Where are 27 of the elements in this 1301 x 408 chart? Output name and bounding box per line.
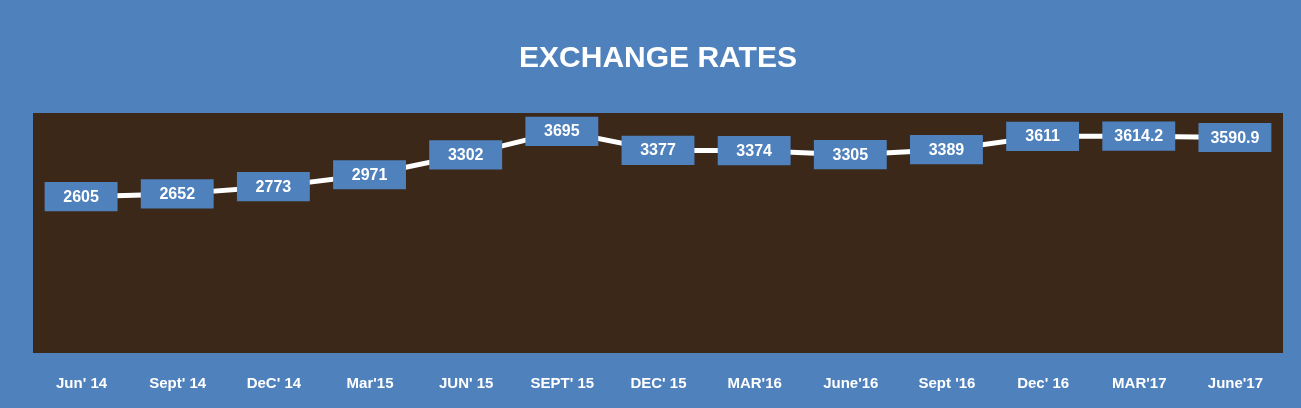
x-tick-label: Jun' 14 <box>56 373 108 391</box>
data-label: 3614.2 <box>1114 127 1164 145</box>
x-tick-label: JUN' 15 <box>438 373 494 391</box>
x-tick-label: Sept '16 <box>918 373 976 391</box>
data-label: 2971 <box>351 165 388 183</box>
x-tick-label: June'16 <box>823 373 879 391</box>
chart-title: EXCHANGE RATES <box>519 40 797 73</box>
x-tick-label: MAR'17 <box>1112 373 1167 391</box>
data-label: 3377 <box>640 141 676 159</box>
data-label: 2605 <box>63 187 99 205</box>
data-label: 3389 <box>928 140 965 158</box>
data-label: 2652 <box>159 184 196 202</box>
data-label: 2773 <box>255 177 292 195</box>
x-tick-label: DEC' 15 <box>630 373 687 391</box>
data-label: 3695 <box>544 122 580 140</box>
data-label: 3305 <box>832 145 869 163</box>
x-tick-label: MAR'16 <box>727 373 782 391</box>
data-label: 3611 <box>1025 127 1061 145</box>
x-tick-label: DeC' 14 <box>246 373 302 391</box>
x-tick-label: June'17 <box>1207 373 1264 391</box>
x-tick-label: Mar'15 <box>346 373 394 391</box>
x-tick-label: Sept' 14 <box>149 373 207 391</box>
data-label: 3590.9 <box>1210 128 1260 146</box>
data-label: 3374 <box>736 141 773 159</box>
x-tick-label: SEPT' 15 <box>530 373 595 391</box>
x-tick-label: Dec' 16 <box>1017 373 1070 391</box>
data-label: 3302 <box>447 145 484 163</box>
